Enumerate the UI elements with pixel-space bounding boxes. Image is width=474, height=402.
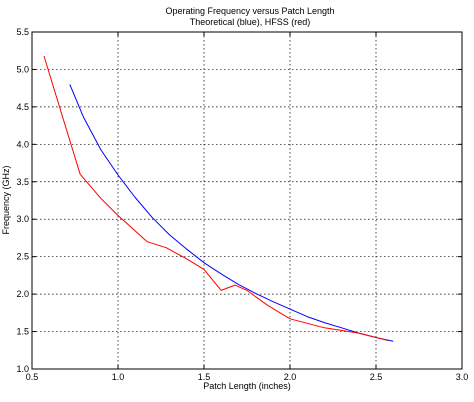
- series-lines: [43, 55, 394, 342]
- x-tick-label: 0.5: [26, 372, 39, 382]
- y-tick-label: 1.5: [16, 327, 29, 337]
- y-tick-label: 3.5: [16, 177, 29, 187]
- theoretical-series-line: [69, 84, 394, 342]
- y-tick-label: 5.0: [16, 64, 29, 74]
- y-tick-label: 2.0: [16, 289, 29, 299]
- chart-title: Operating Frequency versus Patch Length: [165, 6, 334, 16]
- x-tick-label: 1.0: [112, 372, 125, 382]
- x-axis-label: Patch Length (inches): [203, 381, 291, 391]
- y-tick-label: 3.0: [16, 214, 29, 224]
- y-tick-label: 1.0: [16, 364, 29, 374]
- y-tick-label: 4.0: [16, 139, 29, 149]
- y-tick-label: 2.5: [16, 252, 29, 262]
- chart-subtitle: Theoretical (blue), HFSS (red): [190, 17, 311, 27]
- x-tick-label: 3.0: [456, 372, 469, 382]
- y-axis-label: Frequency (GHz): [1, 165, 11, 234]
- grid-lines: [32, 32, 462, 369]
- x-tick-label: 2.5: [370, 372, 383, 382]
- x-tick-label: 2.0: [284, 372, 297, 382]
- y-tick-label: 4.5: [16, 102, 29, 112]
- x-ticks: 0.5 1.0 1.5 2.0 2.5 3.0: [26, 32, 469, 382]
- y-tick-label: 5.5: [16, 27, 29, 37]
- plot-area-frame: [31, 31, 463, 370]
- x-tick-label: 1.5: [198, 372, 211, 382]
- y-ticks: 1.0 1.5 2.0 2.5 3.0 3.5 4.0 4.5 5.0 5.5: [16, 27, 462, 374]
- hfss-series-line: [43, 55, 389, 341]
